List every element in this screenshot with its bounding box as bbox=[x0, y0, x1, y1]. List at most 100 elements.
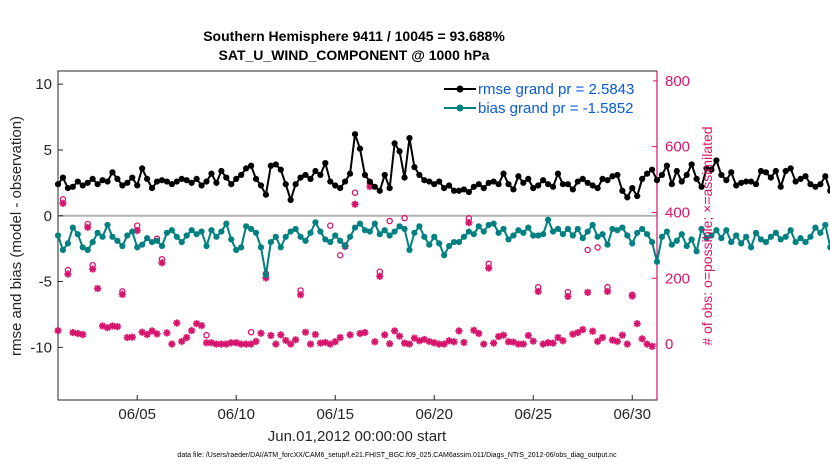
obs-possible-point bbox=[336, 251, 344, 259]
obs-star-stroke bbox=[624, 340, 631, 348]
obs-star-stroke bbox=[54, 327, 62, 334]
rmse-data-point bbox=[183, 177, 190, 184]
bias-data-point bbox=[812, 224, 819, 231]
obs-assimilated-point bbox=[287, 340, 295, 348]
obs-assimilated-point bbox=[490, 339, 498, 347]
obs-star-stroke bbox=[643, 340, 651, 348]
obs-assimilated-point bbox=[306, 340, 315, 348]
bias-data-point bbox=[228, 236, 235, 243]
legend-box bbox=[441, 75, 653, 117]
bias-data-point bbox=[297, 233, 304, 240]
obs-star-stroke bbox=[302, 328, 309, 336]
obs-star-stroke bbox=[609, 336, 616, 344]
bias-data-point bbox=[703, 235, 710, 242]
rmse-data-point bbox=[223, 174, 230, 181]
bias-data-point bbox=[787, 227, 794, 234]
bias-data-point bbox=[148, 238, 156, 246]
obs-assimilated-point bbox=[400, 339, 409, 347]
obs-star-stroke bbox=[178, 338, 185, 345]
rmse-data-point bbox=[777, 183, 784, 190]
obs-star-stroke bbox=[544, 339, 552, 346]
bias-data-point bbox=[525, 224, 532, 231]
rmse-data-point bbox=[84, 179, 91, 186]
obs-assimilated-point bbox=[54, 326, 62, 335]
rmse-data-point bbox=[218, 167, 225, 175]
bias-data-point bbox=[559, 231, 567, 238]
bias-data-point bbox=[267, 238, 274, 246]
obs-assimilated-point bbox=[450, 338, 458, 346]
obs-assimilated-point bbox=[564, 292, 572, 300]
rmse-data-point bbox=[663, 162, 671, 169]
obs-star-stroke bbox=[138, 328, 146, 336]
obs-assimilated-point bbox=[188, 326, 196, 335]
rmse-data-point bbox=[267, 162, 274, 169]
rmse-data-point bbox=[520, 179, 527, 186]
rmse-data-point bbox=[228, 181, 235, 188]
obs-assimilated-point bbox=[108, 322, 117, 330]
bias-data-point bbox=[401, 225, 408, 233]
obs-assimilated-point bbox=[589, 327, 597, 335]
obs-star-stroke bbox=[119, 291, 126, 298]
obs-assimilated-point bbox=[485, 264, 493, 272]
rmse-data-point bbox=[619, 187, 626, 194]
rmse-data-point bbox=[54, 181, 62, 188]
obs-assimilated-point bbox=[519, 340, 527, 348]
chart-subtitle: SAT_U_WIND_COMPONENT @ 1000 hPa bbox=[219, 47, 490, 63]
rmse-data-point bbox=[718, 171, 725, 179]
bias-data-point bbox=[129, 228, 136, 235]
obs-star-stroke bbox=[445, 337, 453, 345]
bias-data-point bbox=[663, 228, 671, 235]
bias-data-point bbox=[609, 225, 616, 233]
x-tick-label: 06/10 bbox=[217, 406, 255, 423]
obs-star-stroke bbox=[59, 200, 67, 207]
obs-assimilated-point bbox=[465, 219, 473, 227]
obs-assimilated-point bbox=[603, 287, 612, 296]
rmse-data-point bbox=[530, 185, 537, 192]
obs-assimilated-point bbox=[381, 331, 389, 339]
obs-star-stroke bbox=[435, 340, 443, 348]
obs-star-stroke bbox=[133, 227, 141, 234]
bias-data-point bbox=[698, 225, 705, 233]
bias-data-point bbox=[238, 244, 245, 251]
bias-data-point bbox=[450, 238, 458, 246]
bias-data-point bbox=[168, 227, 175, 234]
bias-data-point bbox=[436, 240, 443, 247]
obs-star-stroke bbox=[614, 338, 621, 345]
obs-star-stroke bbox=[183, 334, 190, 341]
obs-star-stroke bbox=[237, 340, 245, 348]
obs-star-stroke bbox=[336, 334, 344, 341]
bias-data-point bbox=[247, 225, 255, 233]
rmse-data-point bbox=[337, 185, 344, 192]
obs-assimilated-point bbox=[559, 337, 567, 345]
bias-data-point bbox=[139, 241, 146, 248]
bias-data-point bbox=[827, 244, 830, 251]
rmse-data-point bbox=[292, 181, 299, 188]
bias-data-point bbox=[84, 246, 91, 254]
bias-data-point bbox=[549, 228, 557, 235]
bias-data-point bbox=[59, 246, 67, 254]
bias-data-point bbox=[94, 229, 101, 236]
rmse-data-point bbox=[99, 177, 106, 184]
rmse-data-point bbox=[767, 174, 774, 181]
obs-star-stroke bbox=[554, 334, 562, 341]
rmse-data-point bbox=[500, 170, 507, 177]
obs-star-stroke bbox=[228, 339, 235, 346]
rmse-data-point bbox=[713, 157, 720, 164]
rmse-data-point bbox=[450, 187, 458, 194]
rmse-data-point bbox=[282, 181, 289, 188]
rmse-data-point bbox=[277, 166, 284, 173]
rmse-data-point bbox=[302, 171, 309, 179]
obs-star-stroke bbox=[129, 333, 136, 341]
rmse-data-point bbox=[515, 173, 522, 180]
bias-data-point bbox=[807, 233, 814, 240]
rmse-data-point bbox=[94, 181, 101, 188]
rmse-data-point bbox=[272, 161, 279, 168]
x-tick-label: 06/05 bbox=[118, 406, 156, 423]
rmse-data-point bbox=[144, 175, 151, 183]
rmse-data-point bbox=[782, 167, 789, 175]
bias-data-point bbox=[683, 242, 690, 250]
rmse-data-point bbox=[540, 177, 547, 184]
obs-assimilated-point bbox=[158, 259, 166, 267]
obs-assimilated-point bbox=[59, 199, 67, 207]
bias-data-point bbox=[421, 233, 428, 240]
